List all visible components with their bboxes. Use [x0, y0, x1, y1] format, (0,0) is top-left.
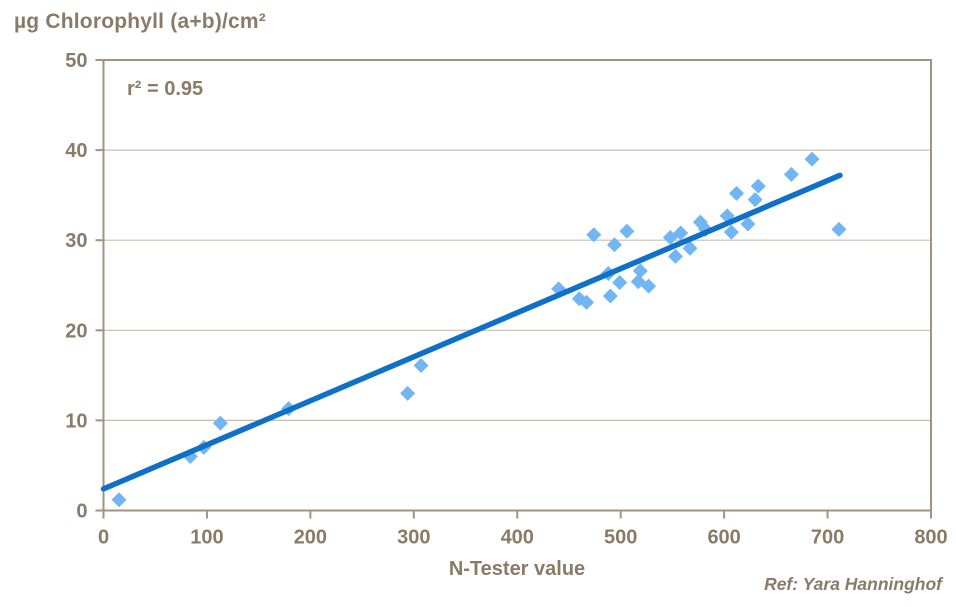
data-point	[729, 185, 745, 201]
x-tick-label: 200	[294, 527, 327, 549]
y-tick-label: 50	[65, 50, 87, 72]
data-point	[682, 240, 698, 256]
r-squared-annotation: r² = 0.95	[127, 78, 204, 100]
y-tick-label: 10	[65, 410, 87, 432]
data-point	[747, 192, 763, 208]
x-tick-label: 300	[397, 527, 430, 549]
y-tick-label: 40	[65, 140, 87, 162]
data-point	[602, 288, 618, 304]
data-point	[586, 227, 602, 243]
y-tick-label: 30	[65, 230, 87, 252]
data-point	[831, 221, 847, 237]
trend-line	[100, 172, 843, 492]
y-tick-label: 0	[76, 501, 87, 523]
data-point	[673, 225, 689, 241]
data-point	[750, 178, 766, 194]
y-axis-title: µg Chlorophyll (a+b)/cm²	[14, 10, 266, 33]
x-tick-label: 100	[190, 527, 223, 549]
data-point	[740, 216, 756, 232]
data-point	[723, 224, 739, 240]
data-point	[632, 263, 648, 279]
x-tick-label: 700	[811, 527, 844, 549]
x-tick-label: 800	[914, 527, 947, 549]
data-point	[400, 385, 416, 401]
data-point	[668, 248, 684, 264]
data-point	[606, 237, 622, 253]
data-point	[612, 275, 628, 291]
data-point	[413, 357, 429, 373]
plot-border	[102, 59, 932, 512]
data-point	[619, 223, 635, 239]
x-tick-label: 500	[604, 527, 637, 549]
data-point	[804, 151, 820, 167]
data-point	[783, 166, 799, 182]
x-tick-label: 400	[501, 527, 534, 549]
x-tick-label: 0	[98, 527, 109, 549]
data-point	[641, 278, 657, 294]
x-tick-label: 600	[707, 527, 740, 549]
data-point	[111, 492, 127, 508]
y-tick-label: 20	[65, 320, 87, 342]
data-point	[579, 294, 595, 310]
x-axis-label: N-Tester value	[448, 558, 586, 580]
data-point	[212, 415, 228, 431]
reference-credit: Ref: Yara Hanninghof	[764, 574, 942, 594]
